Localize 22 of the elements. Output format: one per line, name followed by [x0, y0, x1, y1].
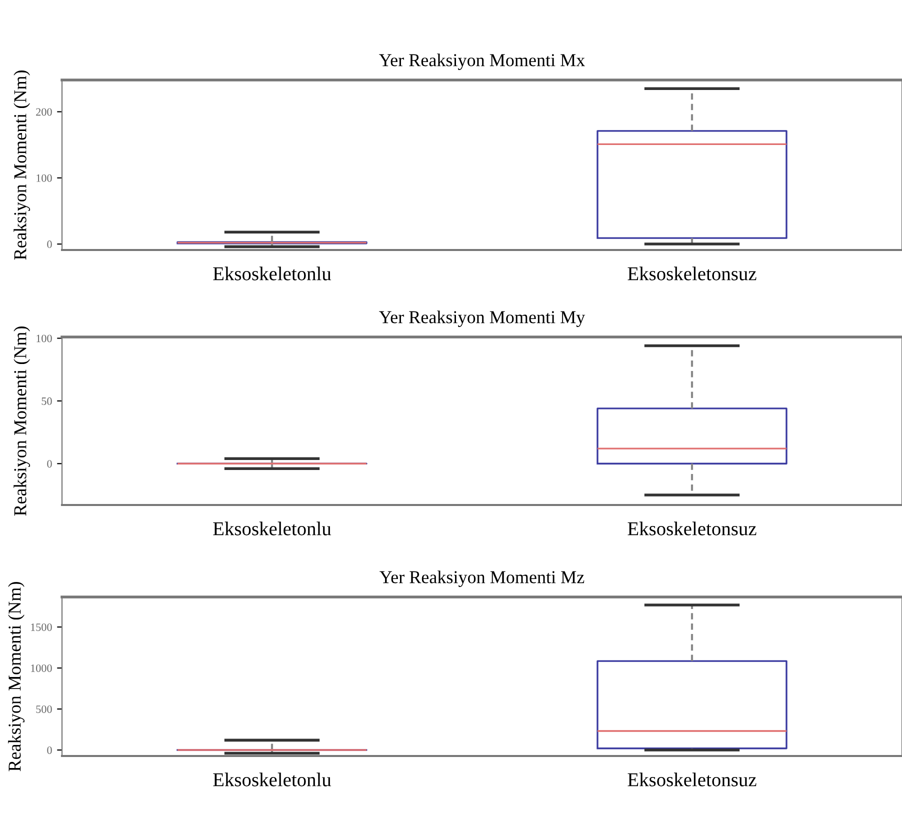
y-axis-title: Reaksiyon Momenti (Nm) — [14, 70, 30, 260]
x-tick-label: Eksoskeletonlu — [213, 772, 332, 786]
x-tick-label: Eksoskeletonlu — [213, 266, 332, 280]
chart-title: Yer Reaksiyon Momenti Mz — [380, 570, 584, 588]
chart-title: Yer Reaksiyon Momenti Mx — [379, 54, 585, 70]
y-tick-label: 100 — [36, 174, 52, 182]
y-tick-label: 50 — [42, 397, 52, 405]
x-tick-label: Eksoskeletonsuz — [628, 522, 756, 536]
y-axis-title: Reaksiyon Momenti (Nm) — [14, 326, 30, 516]
y-tick-label: 1000 — [31, 664, 52, 672]
y-tick-label: 0 — [47, 240, 52, 248]
y-tick-label: 200 — [36, 108, 52, 116]
chart-title: Yer Reaksiyon Momenti My — [379, 310, 586, 328]
y-tick-label: 0 — [47, 460, 52, 468]
y-tick-label: 100 — [36, 334, 52, 342]
y-tick-label: 1500 — [31, 623, 52, 631]
x-tick-label: Eksoskeletonsuz — [628, 772, 756, 786]
y-axis-title: Reaksiyon Momenti (Nm) — [8, 582, 24, 772]
y-tick-label: 0 — [47, 746, 52, 754]
x-tick-label: Eksoskeletonlu — [213, 522, 332, 536]
y-tick-label: 500 — [36, 705, 52, 713]
x-tick-label: Eksoskeletonsuz — [628, 266, 756, 280]
